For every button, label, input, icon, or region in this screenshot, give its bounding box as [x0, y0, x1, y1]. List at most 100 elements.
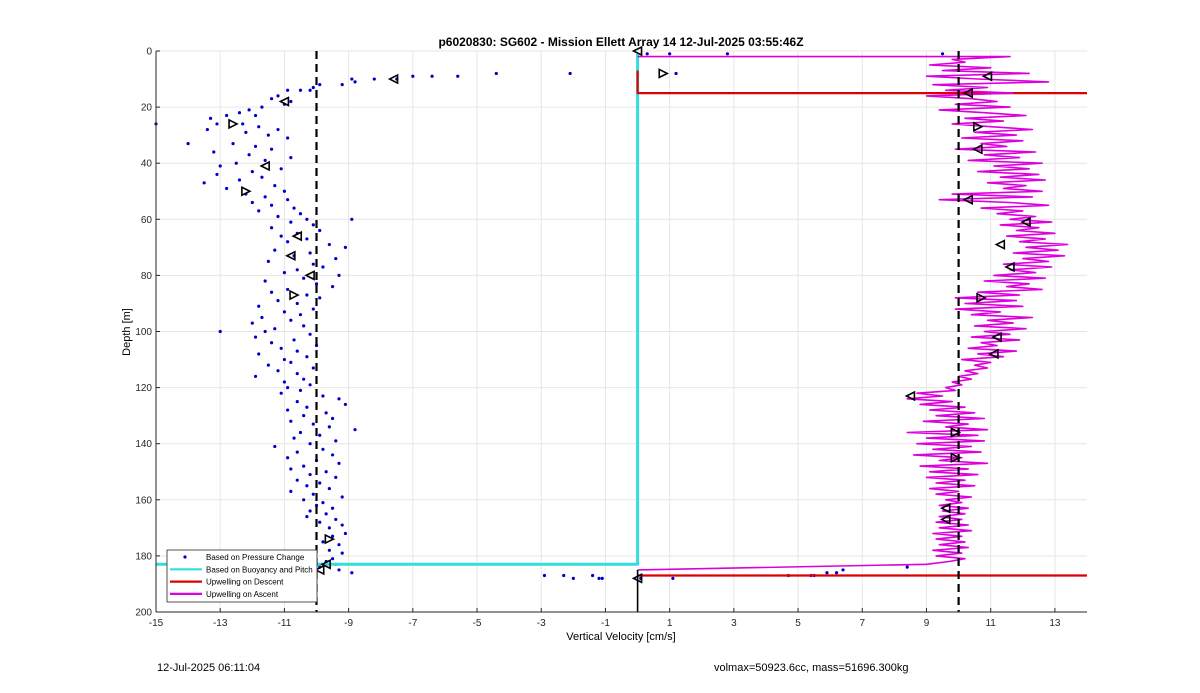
- pressure-change-point: [282, 189, 287, 193]
- pressure-change-point: [542, 573, 547, 578]
- pressure-change-point: [269, 226, 274, 230]
- pressure-change-point: [334, 517, 338, 522]
- pressure-change-point: [276, 94, 280, 98]
- pressure-change-point: [597, 576, 601, 580]
- pressure-change-point: [289, 419, 293, 423]
- pressure-change-point: [324, 470, 328, 474]
- pressure-change-point: [218, 329, 222, 334]
- pressure-change-point: [260, 175, 264, 179]
- pressure-change-point: [298, 313, 303, 317]
- pressure-change-point: [257, 304, 261, 308]
- pressure-change-point: [237, 178, 242, 182]
- pressure-change-point: [253, 113, 258, 118]
- pressure-change-point: [276, 369, 280, 373]
- series-0-points: [154, 52, 945, 580]
- triangle-marker: [228, 118, 239, 130]
- pressure-change-point: [298, 88, 303, 92]
- pressure-change-point: [302, 324, 306, 328]
- pressure-change-point: [231, 141, 235, 146]
- pressure-change-point: [276, 299, 280, 303]
- pressure-change-point: [308, 88, 312, 92]
- pressure-change-point: [327, 425, 331, 429]
- pressure-change-point: [257, 125, 261, 129]
- x-tick-label: -11: [278, 618, 292, 629]
- pressure-change-point: [674, 71, 678, 76]
- pressure-change-point: [225, 186, 229, 191]
- pressure-change-point: [282, 380, 287, 384]
- pressure-change-point: [305, 237, 309, 241]
- triangle-marker: [994, 239, 1006, 250]
- pressure-change-point: [350, 77, 354, 81]
- pressure-change-point: [253, 374, 258, 378]
- y-axis-label: Depth [m]: [121, 308, 133, 356]
- triangle-marker: [991, 331, 1002, 343]
- triangle-marker: [320, 559, 331, 570]
- triangle-marker: [1020, 216, 1031, 228]
- pressure-change-point: [218, 164, 222, 168]
- y-tick-label: 80: [141, 271, 153, 282]
- pressure-change-point: [250, 200, 254, 205]
- pressure-change-point: [430, 74, 434, 78]
- pressure-change-point: [350, 571, 354, 575]
- pressure-change-point: [372, 77, 376, 81]
- x-tick-label: -7: [408, 618, 417, 629]
- pressure-change-point: [292, 206, 296, 210]
- pressure-change-point: [305, 405, 309, 409]
- triangle-marker: [904, 390, 916, 402]
- pressure-change-point: [215, 172, 219, 177]
- y-tick-label: 200: [135, 608, 152, 619]
- pressure-change-point: [350, 217, 354, 221]
- pressure-change-point: [263, 329, 267, 334]
- pressure-change-point: [330, 453, 335, 457]
- pressure-change-point: [289, 220, 293, 224]
- pressure-change-point: [202, 181, 206, 185]
- y-tick-label: 40: [141, 159, 153, 170]
- pressure-change-point: [269, 97, 274, 101]
- pressure-change-point: [225, 113, 229, 118]
- pressure-change-point: [311, 85, 315, 90]
- timestamp-footer: 12-Jul-2025 06:11:04: [157, 662, 261, 674]
- pressure-change-point: [289, 467, 293, 471]
- pressure-change-point: [295, 268, 299, 272]
- triangle-marker: [962, 87, 974, 99]
- pressure-change-point: [311, 307, 315, 311]
- pressure-change-point: [340, 83, 344, 87]
- pressure-change-point: [825, 571, 829, 575]
- pressure-change-point: [286, 198, 290, 202]
- pressure-change-point: [308, 509, 312, 513]
- pressure-change-point: [276, 127, 280, 132]
- pressure-change-point: [340, 495, 344, 499]
- pressure-change-point: [324, 512, 328, 516]
- pressure-change-point: [250, 170, 254, 174]
- pressure-change-point: [244, 130, 248, 134]
- pressure-change-point: [253, 144, 258, 148]
- triangle-marker: [939, 502, 951, 514]
- pressure-change-point: [305, 293, 309, 297]
- y-tick-label: 20: [141, 103, 153, 114]
- pressure-change-point: [295, 400, 299, 404]
- pressure-change-point: [295, 349, 299, 353]
- pressure-change-point: [266, 133, 270, 137]
- triangle-marker: [658, 68, 670, 79]
- legend-label: Based on Pressure Change: [206, 553, 305, 562]
- pressure-change-point: [263, 158, 267, 162]
- pressure-change-point: [257, 209, 261, 213]
- x-tick-label: 5: [795, 618, 801, 629]
- pressure-change-point: [343, 245, 348, 249]
- pressure-change-point: [289, 360, 293, 364]
- pressure-change-point: [286, 136, 290, 140]
- pressure-change-point: [318, 83, 322, 87]
- pressure-change-point: [289, 489, 293, 493]
- pressure-change-point: [645, 52, 649, 56]
- pressure-change-point: [186, 141, 190, 146]
- pressure-change-point: [282, 310, 287, 314]
- upwelling-ascent-line: [637, 55, 1069, 571]
- pressure-change-point: [321, 394, 325, 398]
- pressure-change-point: [295, 301, 299, 306]
- triangle-marker: [939, 514, 951, 525]
- pressure-change-point: [330, 506, 335, 510]
- pressure-change-point: [311, 366, 315, 370]
- triangle-marker: [981, 70, 993, 82]
- pressure-change-point: [234, 161, 238, 165]
- pressure-change-point: [940, 52, 945, 56]
